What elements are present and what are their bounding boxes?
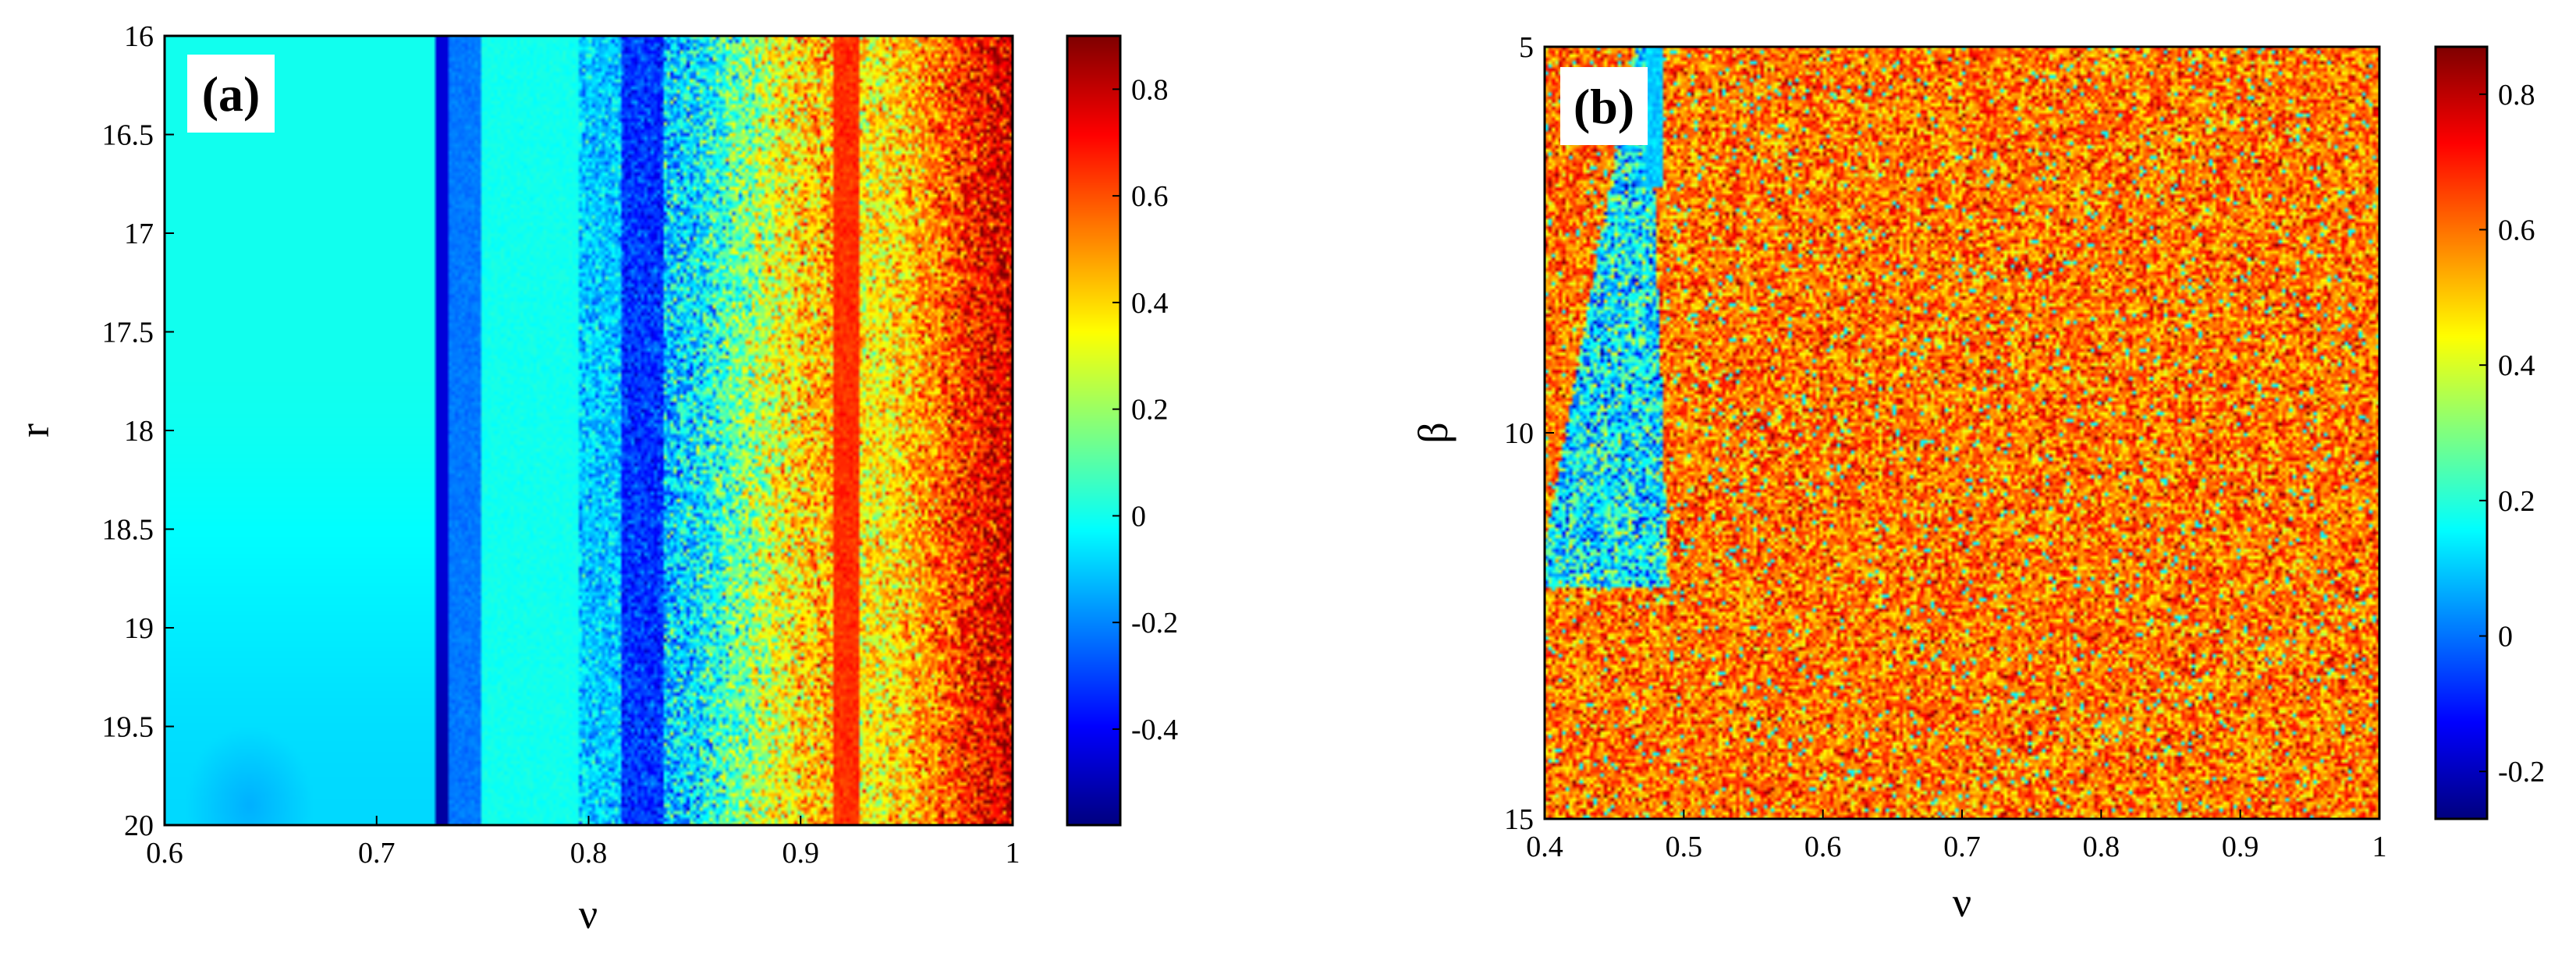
- panel-label-b: (b): [1574, 79, 1634, 134]
- y-tick-label: 16: [124, 20, 154, 53]
- colorbar-frame-b: [2434, 45, 2489, 820]
- x-axis-b: 0.4 0.5 0.6 0.7 0.8 0.9 1: [1526, 810, 2387, 863]
- y-tick-label: 17: [124, 218, 154, 250]
- x-axis-label-b: ν: [1953, 879, 1971, 926]
- y-tick-label: 19.5: [102, 711, 154, 744]
- y-tick-label: 17.5: [102, 317, 154, 349]
- x-tick-label: 0.6: [1804, 831, 1842, 863]
- colorbar-a: [1067, 36, 1120, 825]
- x-axis-a: 0.6 0.7 0.8 0.9 1: [146, 816, 1020, 870]
- panel-label-box-b: [1560, 67, 1648, 145]
- x-tick-label: 1: [2372, 831, 2387, 863]
- panel-label-a: (a): [202, 66, 261, 122]
- colorbar-b: [2436, 47, 2487, 819]
- colorbar-tick-label: -0.2: [2498, 756, 2545, 788]
- x-tick-label: 0.6: [146, 837, 183, 870]
- y-tick-label: 5: [1519, 31, 1534, 64]
- y-tick-label: 16.5: [102, 119, 154, 152]
- y-tick-label: 15: [1504, 803, 1534, 836]
- x-tick-label: 0.4: [1526, 831, 1563, 863]
- colorbar-tick-label: 0.6: [1131, 180, 1169, 213]
- y-axis-b: 5 10 15: [1504, 31, 1554, 836]
- y-tick-label: 18: [124, 415, 154, 448]
- y-tick-label: 19: [124, 612, 154, 645]
- x-tick-label: 0.8: [570, 837, 608, 870]
- colorbar-ticks-b: 0.8 0.6 0.4 0.2 0 -0.2: [2479, 79, 2545, 788]
- colorbar-tick-label: 0.8: [2498, 79, 2535, 112]
- y-axis-a: 16 16.5 17 17.5 18 18.5 19 19.5 20: [102, 20, 174, 842]
- x-axis-label-a: ν: [579, 891, 598, 937]
- colorbar-ticks-a: 0.8 0.6 0.4 0.2 0 -0.2 -0.4: [1112, 73, 1178, 746]
- colorbar-tick-label: -0.4: [1131, 714, 1178, 746]
- colorbar-tick-label: 0.4: [1131, 287, 1169, 320]
- x-tick-label: 0.8: [2083, 831, 2120, 863]
- heatmap-a: [165, 36, 1013, 825]
- panel-a: 0.6 0.7 0.8 0.9 1 16 16.5 17 17.5 18 18.5 19 19.5 20…: [11, 20, 1178, 937]
- x-tick-label: 0.7: [358, 837, 396, 870]
- colorbar-frame-a: [1066, 34, 1122, 827]
- panel-label-box-a: [187, 55, 275, 133]
- y-tick-label: 20: [124, 810, 154, 842]
- x-tick-label: 0.5: [1666, 831, 1703, 863]
- y-tick-label: 10: [1504, 417, 1534, 450]
- x-tick-label: 0.9: [2222, 831, 2259, 863]
- x-tick-label: 0.9: [782, 837, 820, 870]
- y-axis-label-b: β: [1410, 422, 1457, 443]
- colorbar-tick-label: 0.2: [2498, 485, 2535, 518]
- colorbar-tick-label: 0.6: [2498, 214, 2535, 246]
- heatmap-b: [1545, 47, 2379, 819]
- x-tick-label: 0.7: [1943, 831, 1981, 863]
- panel-b: 0.4 0.5 0.6 0.7 0.8 0.9 1 5 10 15 (b) ν β 0.8 0.6…: [1410, 31, 2545, 926]
- colorbar-tick-label: 0.4: [2498, 349, 2535, 382]
- x-tick-label: 1: [1006, 837, 1020, 870]
- y-axis-label-a: r: [11, 423, 58, 438]
- colorbar-tick-label: 0: [2498, 621, 2513, 654]
- colorbar-tick-label: 0: [1131, 500, 1146, 533]
- colorbar-tick-label: -0.2: [1131, 607, 1178, 639]
- colorbar-tick-label: 0.8: [1131, 73, 1169, 106]
- y-tick-label: 18.5: [102, 514, 154, 547]
- colorbar-tick-label: 0.2: [1131, 394, 1169, 427]
